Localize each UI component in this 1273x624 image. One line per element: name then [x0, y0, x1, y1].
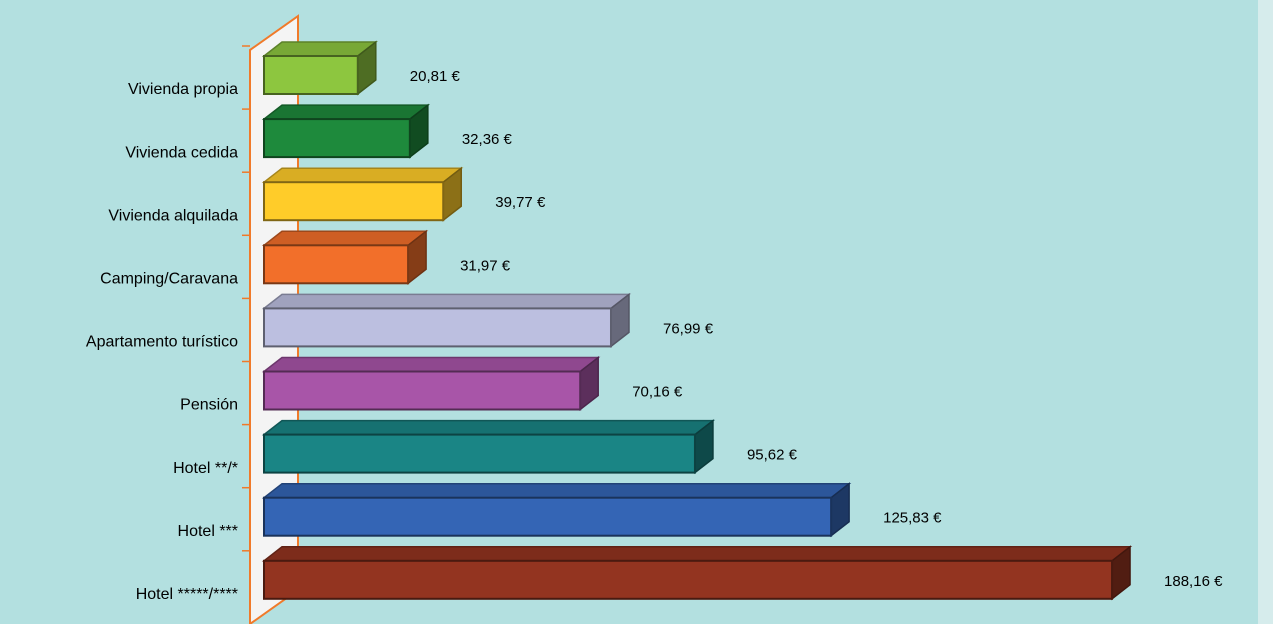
bar [261, 229, 429, 285]
bar-front [263, 307, 612, 348]
y-tick-label: Vivienda alquilada [108, 207, 238, 224]
bar [261, 103, 431, 159]
bar-top [261, 104, 431, 120]
value-label: 39,77 € [495, 194, 546, 211]
bar [261, 292, 632, 348]
y-tick-label: Vivienda cedida [125, 144, 238, 161]
bar [261, 355, 601, 412]
bar [261, 545, 1133, 601]
value-label: 31,97 € [460, 257, 511, 274]
value-label: 188,16 € [1164, 573, 1223, 590]
value-label: 70,16 € [632, 383, 683, 400]
bar [261, 419, 716, 475]
value-label: 125,83 € [883, 510, 942, 527]
side-strip [1258, 0, 1273, 624]
bar-front [263, 244, 410, 285]
value-label: 76,99 € [663, 320, 714, 337]
value-label: 32,36 € [462, 131, 513, 148]
bar [261, 40, 378, 96]
bar-top [261, 41, 378, 57]
bar-top [261, 482, 852, 499]
bar-front [263, 118, 411, 159]
bar-top [261, 293, 632, 310]
bar-top [261, 230, 429, 247]
bar-front [263, 433, 696, 474]
bar-front [263, 55, 359, 95]
bar-top [261, 546, 1133, 562]
bar [261, 166, 464, 222]
bar-front [263, 181, 445, 222]
bar-front [263, 370, 582, 411]
bar [261, 482, 852, 538]
value-label: 95,62 € [747, 447, 798, 464]
value-label: 20,81 € [410, 68, 461, 85]
y-tick-label: Camping/Caravana [100, 271, 238, 288]
bar-top [261, 419, 716, 436]
y-tick-label: Hotel **/* [173, 460, 238, 477]
bar-front [263, 496, 833, 537]
y-tick-label: Vivienda propia [128, 81, 238, 98]
y-tick-label: Hotel *****/**** [136, 586, 238, 603]
bar-front [263, 559, 1114, 600]
bar-top [261, 167, 464, 183]
y-tick-label: Hotel *** [178, 523, 238, 540]
bar-top [261, 356, 601, 373]
y-tick-label: Pensión [180, 397, 238, 414]
y-tick-label: Apartamento turístico [86, 334, 238, 351]
